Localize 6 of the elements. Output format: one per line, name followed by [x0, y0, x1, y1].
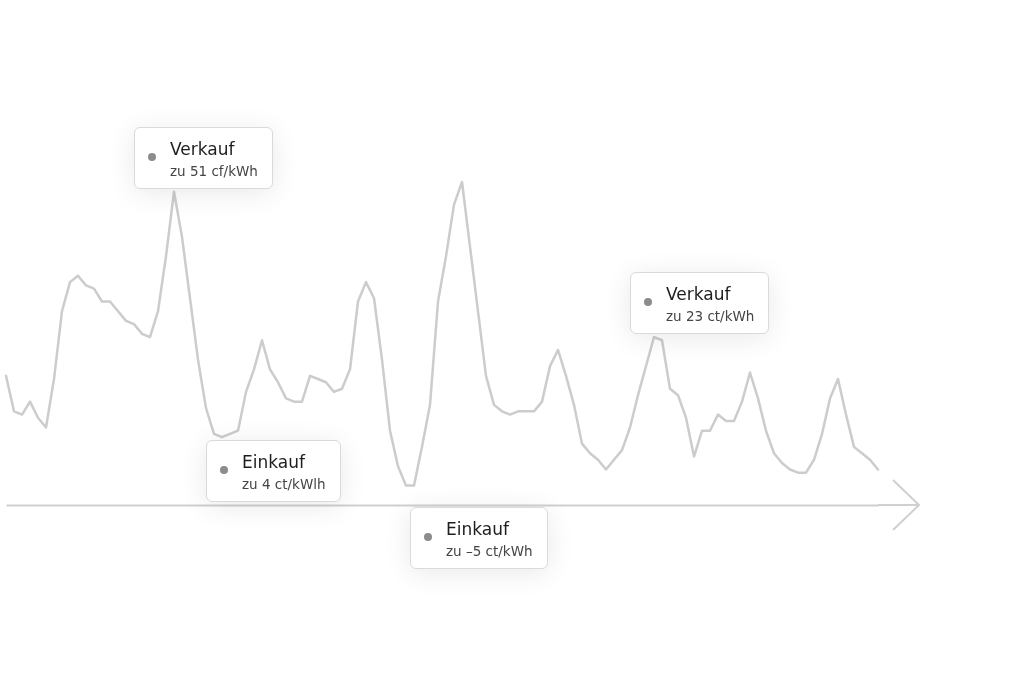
annotation: Verkauf zu 23 ct/kWh: [666, 283, 755, 326]
callout-card: Einkauf zu 4 ct/kWlh: [206, 440, 341, 502]
annotation: Einkauf zu 4 ct/kWlh: [242, 451, 326, 494]
callout-card: Verkauf zu 51 cf/kWh: [134, 127, 273, 189]
callout-card: Verkauf zu 23 ct/kWh: [630, 272, 770, 334]
callout-card: Einkauf zu –5 ct/kWh: [410, 507, 548, 569]
